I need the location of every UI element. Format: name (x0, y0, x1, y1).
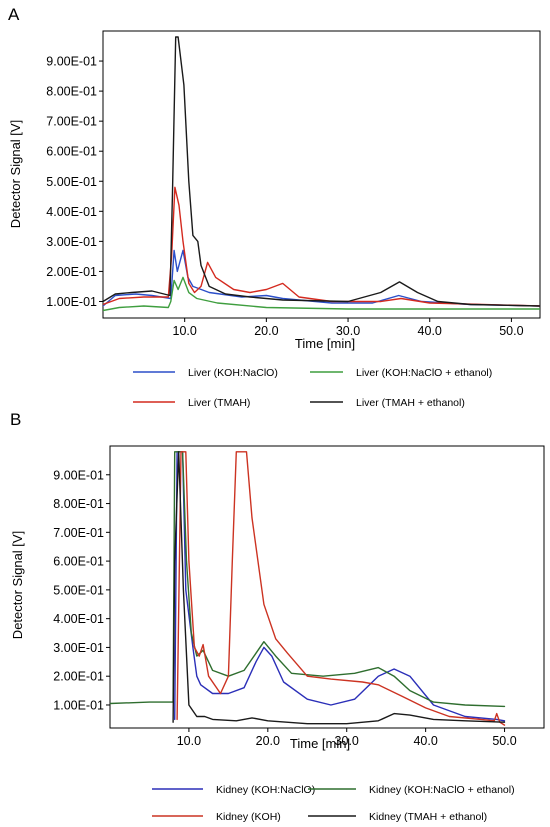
legend-entry-label: Kidney (KOH:NaClO + ethanol) (369, 784, 515, 796)
legend-entry-label: Kidney (TMAH + ethanol) (369, 811, 487, 823)
y-tick-label: 5.00E-01 (53, 583, 104, 597)
legend-entry-label: Liver (KOH:NaClO) (188, 367, 278, 379)
panel-b-series-group (110, 451, 506, 726)
y-tick-label: 4.00E-01 (46, 205, 97, 219)
panel-a-y-axis-title: Detector Signal [V] (8, 120, 23, 228)
y-tick-label: 9.00E-01 (46, 55, 97, 69)
panel-b-plot-frame (109, 445, 545, 729)
y-tick-label: 7.00E-01 (46, 115, 97, 129)
panel-b-legend: Kidney (KOH:NaClO) Kidney (KOH:NaClO + et… (152, 784, 515, 823)
series-line-3 (103, 186, 540, 307)
series-line-2 (110, 451, 506, 708)
panel-b-x-axis-title: Time [min] (290, 736, 350, 751)
x-tick-label: 50.0 (499, 324, 523, 338)
y-tick-label: 2.00E-01 (46, 265, 97, 279)
y-tick-label: 9.00E-01 (53, 468, 104, 482)
panel-a-x-axis: 10.0 20.0 30.0 40.0 50.0 (173, 318, 524, 338)
legend-entry-label: Kidney (KOH) (216, 811, 281, 823)
y-tick-label: 8.00E-01 (53, 497, 104, 511)
series-line-3 (176, 451, 506, 726)
x-tick-label: 10.0 (173, 324, 197, 338)
legend-entry-label: Liver (TMAH) (188, 397, 250, 409)
x-tick-label: 10.0 (177, 734, 201, 748)
panel-a-plot-frame (102, 30, 541, 319)
legend-entry-label: Kidney (KOH:NaClO) (216, 784, 315, 796)
y-tick-label: 3.00E-01 (53, 641, 104, 655)
panel-a-series-group (103, 36, 540, 312)
y-tick-label: 1.00E-01 (46, 295, 97, 309)
x-tick-label: 30.0 (335, 734, 359, 748)
y-tick-label: 4.00E-01 (53, 612, 104, 626)
series-line-1 (173, 451, 506, 722)
y-tick-label: 6.00E-01 (46, 145, 97, 159)
panel-a-letter: A (8, 5, 20, 24)
y-tick-label: 8.00E-01 (46, 85, 97, 99)
panel-b-y-axis: 1.00E-01 2.00E-01 3.00E-01 4.00E-01 5.00E-01… (53, 468, 110, 712)
series-line-2 (103, 276, 540, 312)
y-tick-label: 2.00E-01 (53, 670, 104, 684)
panel-b-letter: B (10, 410, 21, 429)
y-tick-label: 1.00E-01 (53, 698, 104, 712)
series-line-4 (172, 451, 506, 725)
legend-entry-label: Liver (KOH:NaClO + ethanol) (356, 367, 492, 379)
panel-a-y-axis: 1.00E-01 2.00E-01 3.00E-01 4.00E-01 5.00E-01… (46, 55, 103, 309)
panel-b-y-axis-title: Detector Signal [V] (10, 531, 25, 639)
series-line-1 (103, 249, 540, 307)
panel-a-legend: Liver (KOH:NaClO) Liver (KOH:NaClO + etha… (133, 367, 492, 409)
x-tick-label: 30.0 (336, 324, 360, 338)
legend-entry-label: Liver (TMAH + ethanol) (356, 397, 465, 409)
series-line-4 (103, 36, 540, 307)
x-tick-label: 40.0 (413, 734, 437, 748)
x-tick-label: 50.0 (492, 734, 516, 748)
y-tick-label: 5.00E-01 (46, 175, 97, 189)
y-tick-label: 3.00E-01 (46, 235, 97, 249)
panel-b-x-axis: 10.0 20.0 30.0 40.0 50.0 (177, 728, 517, 748)
x-tick-label: 20.0 (254, 324, 278, 338)
x-tick-label: 40.0 (418, 324, 442, 338)
y-tick-label: 7.00E-01 (53, 526, 104, 540)
x-tick-label: 20.0 (256, 734, 280, 748)
y-tick-label: 6.00E-01 (53, 555, 104, 569)
panel-a-x-axis-title: Time [min] (295, 336, 355, 351)
